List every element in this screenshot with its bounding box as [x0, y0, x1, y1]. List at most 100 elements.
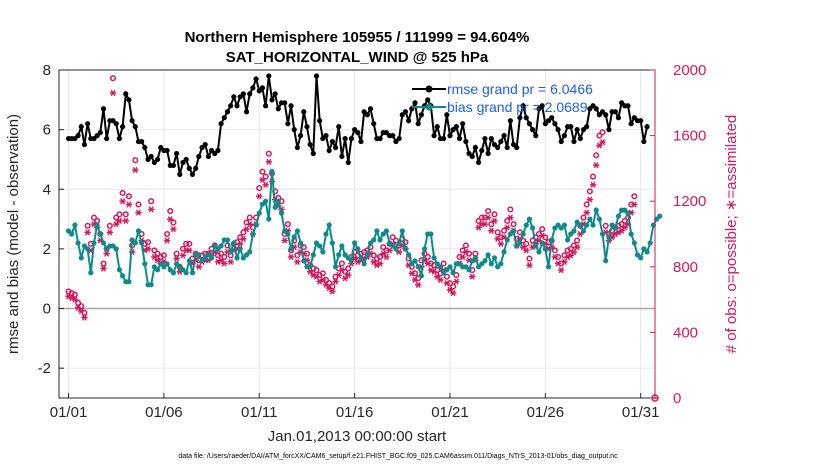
star-stroke	[91, 221, 97, 228]
bias-point	[361, 261, 367, 267]
rmse-point	[412, 100, 418, 106]
star-stroke	[151, 253, 157, 261]
obs-assimilated-point	[306, 268, 314, 275]
obs-possible-point	[144, 239, 152, 246]
star-stroke	[631, 201, 637, 208]
obs-possible-point	[526, 255, 533, 262]
obs-assimilated-point	[313, 273, 320, 280]
star-stroke	[247, 221, 253, 228]
obs-assimilated-point	[526, 262, 533, 269]
obs-assimilated-point	[240, 235, 247, 243]
rmse-point	[390, 133, 396, 139]
obs-possible-point	[170, 219, 177, 226]
obs-possible-point	[596, 132, 603, 139]
y-left-tick-label-2: 2	[43, 241, 51, 258]
rmse-point	[215, 147, 221, 154]
obs-assimilated-point	[119, 198, 126, 205]
star-stroke	[593, 161, 599, 169]
rmse-point	[116, 135, 122, 142]
obs-possible-point	[478, 214, 485, 221]
obs-assimilated-point	[446, 286, 454, 293]
star-stroke	[266, 158, 272, 165]
star-stroke	[263, 181, 269, 188]
obs-possible-point	[376, 253, 384, 261]
star-stroke	[313, 273, 319, 280]
bias-point	[428, 231, 434, 237]
bias-point	[421, 246, 428, 252]
star-stroke	[574, 243, 580, 251]
rmse-point	[275, 106, 281, 112]
bias-point	[100, 240, 107, 246]
bias-point	[526, 216, 533, 222]
rmse-point	[367, 106, 374, 112]
rmse-point	[78, 124, 84, 130]
obs-assimilated-point	[322, 281, 330, 288]
obs-assimilated-point	[246, 221, 253, 228]
rmse-point	[558, 138, 564, 145]
obs-possible-point	[618, 221, 625, 228]
star-stroke	[409, 270, 415, 277]
obs-assimilated-point	[132, 166, 139, 174]
star-stroke	[259, 176, 265, 184]
obs-possible-point	[313, 267, 320, 274]
bias-point	[310, 252, 316, 258]
obs-assimilated-point	[437, 276, 444, 284]
obs-assimilated-point	[329, 288, 336, 295]
obs-possible-point	[148, 198, 155, 205]
obs-possible-point	[106, 222, 113, 229]
bias-point	[88, 270, 94, 276]
rmse-point	[323, 133, 329, 139]
rmse-point	[142, 144, 148, 151]
star-stroke	[107, 229, 113, 236]
obs-assimilated-point	[227, 258, 234, 266]
bias-point	[301, 258, 307, 264]
star-stroke	[81, 314, 87, 321]
obs-possible-point	[259, 168, 266, 175]
obs-possible-point	[75, 299, 82, 306]
rmse-point	[523, 115, 529, 121]
rmse-point	[189, 171, 196, 177]
star-stroke	[256, 193, 262, 200]
obs-assimilated-point	[589, 181, 597, 188]
bias-point	[564, 237, 571, 243]
obs-possible-point	[510, 221, 517, 228]
rmse-point	[628, 121, 634, 127]
y-axis-right-label: # of obs: o=possible; ∗=assimilated	[723, 115, 740, 354]
bias-point	[485, 252, 491, 258]
obs-assimilated-point	[256, 193, 263, 200]
star-stroke	[196, 263, 202, 270]
obs-assimilated-point	[338, 266, 346, 274]
bias-point	[135, 228, 142, 234]
star-stroke	[587, 196, 593, 203]
rmse-point	[269, 97, 275, 103]
legend: rmse grand pr = 6.0466 bias grand pr = 2…	[412, 81, 593, 115]
star-stroke	[596, 142, 602, 149]
star-stroke	[135, 209, 141, 216]
bias-point	[657, 213, 663, 219]
star-stroke	[619, 227, 625, 234]
obs-possible-point	[109, 75, 117, 82]
obs-possible-point	[116, 211, 123, 218]
star-stroke	[437, 276, 443, 284]
bias-point	[590, 222, 596, 228]
bias-point	[625, 210, 631, 216]
rmse-point	[205, 153, 211, 160]
rmse-point	[196, 153, 202, 160]
star-stroke	[491, 217, 497, 225]
y-left-tick-label-3: 4	[43, 181, 51, 198]
rmse-point	[294, 144, 300, 151]
obs-assimilated-point	[551, 253, 559, 261]
bias-point	[355, 246, 361, 252]
rmse-point	[358, 138, 364, 145]
bias-point	[224, 237, 231, 243]
star-stroke	[600, 139, 606, 146]
y-right-tick-label-5: 2000	[673, 62, 706, 79]
bias-point	[72, 222, 78, 228]
rmse-point	[377, 135, 383, 142]
bias-point	[288, 246, 294, 252]
star-stroke	[425, 260, 431, 267]
rmse-point	[641, 138, 647, 145]
star-stroke	[482, 221, 488, 228]
obs-assimilated-point	[430, 268, 438, 275]
obs-assimilated-point	[497, 240, 505, 247]
